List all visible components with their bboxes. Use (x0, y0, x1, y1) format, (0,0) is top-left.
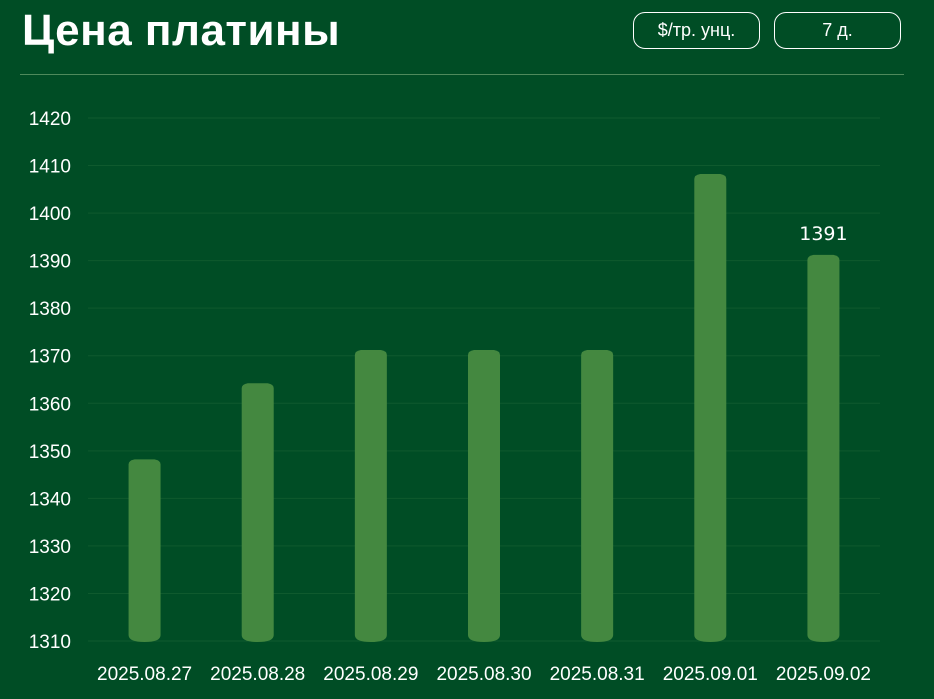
data-label: 1391 (799, 223, 847, 245)
y-tick-label: 1330 (29, 537, 71, 558)
header-divider (20, 74, 904, 75)
y-tick-label: 1380 (29, 299, 71, 320)
bar-2025.08.29[interactable] (354, 349, 387, 642)
bar-2025.08.27[interactable] (128, 459, 161, 642)
y-tick-label: 1390 (29, 252, 71, 273)
x-tick-label: 2025.08.29 (323, 664, 418, 685)
bar-2025.09.01[interactable] (694, 174, 727, 642)
x-tick-label: 2025.08.28 (210, 664, 305, 685)
y-tick-label: 1340 (29, 489, 71, 510)
bar-2025.08.30[interactable] (468, 349, 500, 642)
y-tick-label: 1350 (29, 442, 71, 463)
x-tick-label: 2025.08.27 (97, 664, 192, 685)
bar-2025.09.02[interactable] (807, 254, 840, 642)
x-tick-label: 2025.09.01 (663, 664, 758, 685)
unit-selector-button[interactable]: $/тр. унц. (633, 12, 760, 49)
y-tick-label: 1310 (29, 632, 71, 653)
y-axis: 1310 1320 1330 1340 1350 1360 1370 1380 1390 1400… (29, 109, 71, 653)
page-title: Цена платины (22, 6, 341, 55)
y-tick-label: 1410 (29, 157, 71, 178)
y-tick-label: 1400 (29, 204, 71, 225)
time-range-button[interactable]: 7 д. (774, 12, 901, 49)
x-axis: 2025.08.27 2025.08.28 2025.08.29 2025.08.30… (97, 664, 871, 685)
y-tick-label: 1360 (29, 394, 71, 415)
data-labels: 1391 (799, 223, 847, 245)
y-tick-label: 1370 (29, 347, 71, 368)
bar-2025.08.28[interactable] (241, 383, 274, 642)
bar-2025.08.31[interactable] (581, 349, 614, 642)
x-tick-label: 2025.09.02 (776, 664, 871, 685)
x-tick-label: 2025.08.31 (550, 664, 645, 685)
x-tick-label: 2025.08.30 (436, 664, 531, 685)
y-tick-label: 1420 (29, 109, 71, 130)
chart-bars (128, 174, 840, 642)
y-tick-label: 1320 (29, 584, 71, 605)
